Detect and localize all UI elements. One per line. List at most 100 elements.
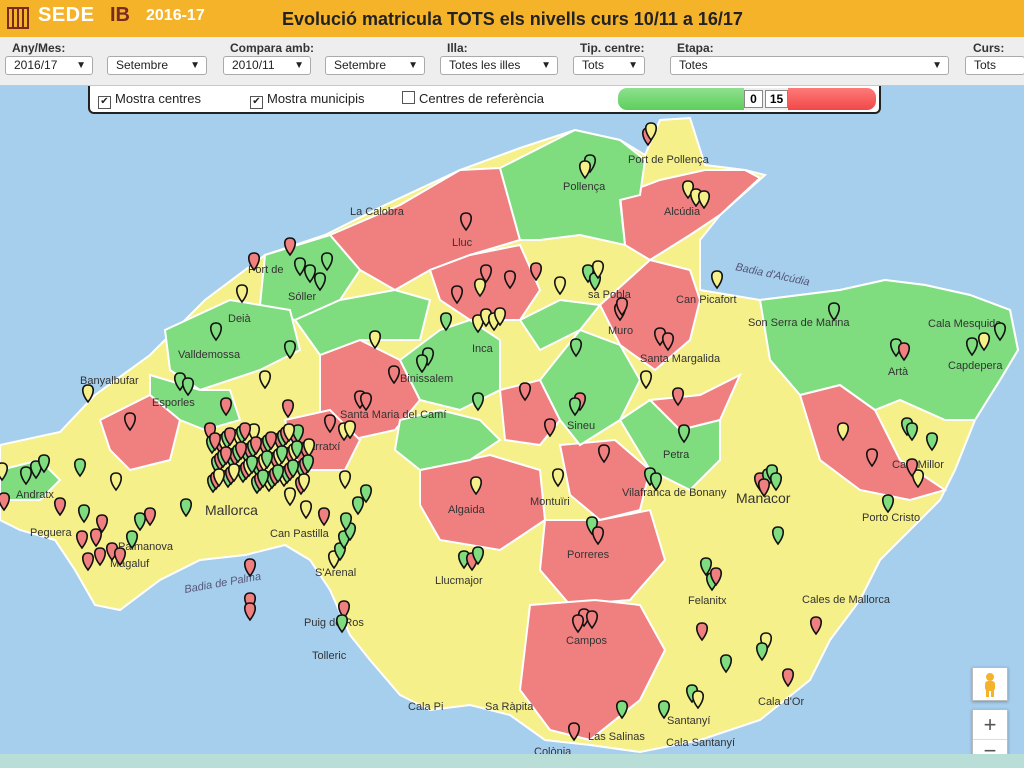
school-marker-yellow[interactable] [0,462,9,482]
year-select[interactable]: 2016/17 ▼ [5,56,93,75]
school-marker-yellow[interactable] [710,270,724,290]
school-marker-green[interactable] [471,392,485,412]
school-marker-yellow[interactable] [977,332,991,352]
school-marker-yellow[interactable] [639,370,653,390]
school-marker-yellow[interactable] [551,468,565,488]
school-marker-red[interactable] [234,441,248,461]
school-marker-red[interactable] [905,458,919,478]
school-marker-green[interactable] [568,397,582,417]
school-marker-red[interactable] [615,297,629,317]
school-marker-yellow[interactable] [911,469,925,489]
school-marker-red[interactable] [757,478,771,498]
school-marker-red[interactable] [567,722,581,742]
school-marker-red[interactable] [264,431,278,451]
school-marker-green[interactable] [73,458,87,478]
school-marker-green[interactable] [77,504,91,524]
school-marker-yellow[interactable] [302,438,316,458]
school-marker-green[interactable] [415,354,429,374]
school-marker-red[interactable] [865,448,879,468]
school-marker-green[interactable] [290,440,304,460]
school-marker-yellow[interactable] [338,470,352,490]
school-marker-yellow[interactable] [368,330,382,350]
school-marker-green[interactable] [359,484,373,504]
school-marker-yellow[interactable] [212,468,226,488]
school-marker-yellow[interactable] [297,473,311,493]
school-marker-red[interactable] [503,270,517,290]
school-marker-red[interactable] [208,432,222,452]
school-marker-red[interactable] [543,418,557,438]
school-marker-red[interactable] [597,444,611,464]
school-marker-red[interactable] [249,436,263,456]
month-select[interactable]: Setembre ▼ [107,56,207,75]
school-marker-green[interactable] [339,512,353,532]
school-marker-green[interactable] [260,450,274,470]
school-marker-yellow[interactable] [227,463,241,483]
school-marker-green[interactable] [755,642,769,662]
school-marker-yellow[interactable] [109,472,123,492]
school-marker-red[interactable] [113,547,127,567]
school-marker-yellow[interactable] [697,190,711,210]
centre-type-select[interactable]: Tots ▼ [573,56,645,75]
school-marker-green[interactable] [245,455,259,475]
school-marker-yellow[interactable] [299,500,313,520]
school-marker-red[interactable] [89,528,103,548]
school-marker-green[interactable] [881,494,895,514]
school-marker-green[interactable] [335,614,349,634]
school-marker-green[interactable] [293,257,307,277]
school-marker-green[interactable] [37,454,51,474]
school-marker-red[interactable] [283,237,297,257]
compare-month-select[interactable]: Setembre ▼ [325,56,425,75]
school-marker-green[interactable] [275,445,289,465]
school-marker-red[interactable] [529,262,543,282]
stage-select[interactable]: Totes ▼ [670,56,949,75]
school-marker-red[interactable] [93,547,107,567]
school-marker-red[interactable] [75,530,89,550]
school-marker-green[interactable] [965,337,979,357]
school-marker-yellow[interactable] [553,276,567,296]
school-marker-green[interactable] [133,512,147,532]
school-marker-red[interactable] [219,446,233,466]
range-max-handle[interactable]: 15 [765,90,788,108]
school-marker-green[interactable] [699,557,713,577]
school-marker-red[interactable] [359,392,373,412]
school-marker-red[interactable] [591,526,605,546]
school-marker-green[interactable] [209,322,223,342]
school-marker-green[interactable] [769,472,783,492]
school-marker-green[interactable] [771,526,785,546]
school-marker-yellow[interactable] [591,260,605,280]
compare-year-select[interactable]: 2010/11 ▼ [223,56,311,75]
reference-centres-checkbox[interactable]: Centres de referència [402,91,544,106]
school-marker-red[interactable] [81,552,95,572]
school-marker-green[interactable] [29,460,43,480]
school-marker-green[interactable] [256,469,270,489]
school-marker-green[interactable] [905,422,919,442]
school-marker-green[interactable] [271,464,285,484]
school-marker-green[interactable] [19,466,33,486]
school-marker-green[interactable] [657,700,671,720]
school-marker-red[interactable] [450,285,464,305]
school-marker-red[interactable] [238,422,252,442]
school-marker-yellow[interactable] [81,384,95,404]
map-canvas[interactable]: Port de Pollença Pollença Alcúdia La Cal… [0,86,1024,768]
school-marker-green[interactable] [719,654,733,674]
school-marker-green[interactable] [615,700,629,720]
school-marker-red[interactable] [243,602,257,622]
school-marker-red[interactable] [0,492,11,512]
school-marker-green[interactable] [301,454,315,474]
school-marker-red[interactable] [781,668,795,688]
range-min-handle[interactable]: 0 [744,90,763,108]
school-marker-green[interactable] [677,424,691,444]
school-marker-red[interactable] [337,600,351,620]
school-marker-green[interactable] [649,472,663,492]
school-marker-red[interactable] [518,382,532,402]
show-centres-checkbox[interactable]: ✔ Mostra centres [98,91,201,109]
school-marker-red[interactable] [95,514,109,534]
school-marker-yellow[interactable] [493,307,507,327]
school-marker-yellow[interactable] [282,423,296,443]
school-marker-red[interactable] [281,399,295,419]
centre-markers[interactable] [0,122,1007,742]
school-marker-red[interactable] [661,332,675,352]
school-marker-red[interactable] [571,614,585,634]
school-marker-green[interactable] [286,459,300,479]
school-marker-green[interactable] [439,312,453,332]
